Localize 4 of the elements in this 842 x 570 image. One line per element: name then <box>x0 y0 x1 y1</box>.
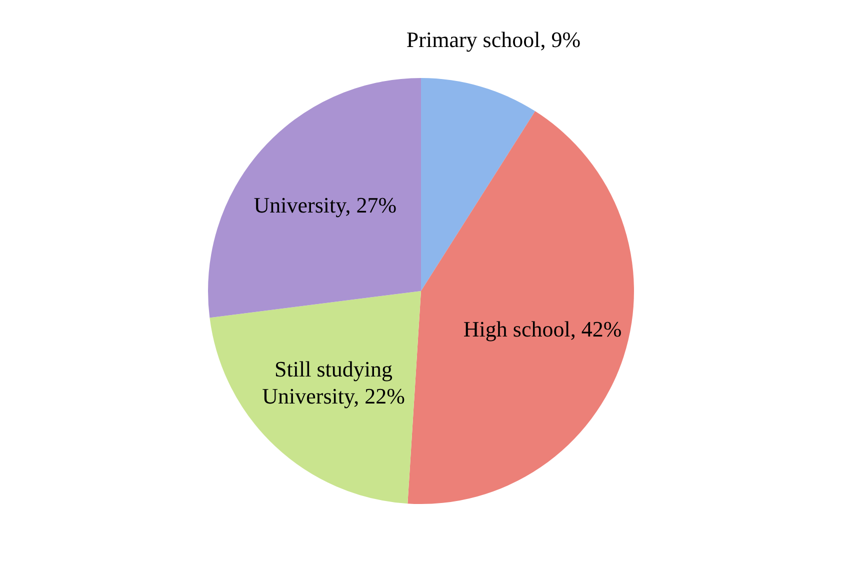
slice-label: High school, 42% <box>463 316 622 342</box>
slice-label: Primary school, 9% <box>406 27 581 52</box>
slice-label: Still studying University, 22% <box>262 356 405 408</box>
slice-label: University, 27% <box>254 192 397 218</box>
